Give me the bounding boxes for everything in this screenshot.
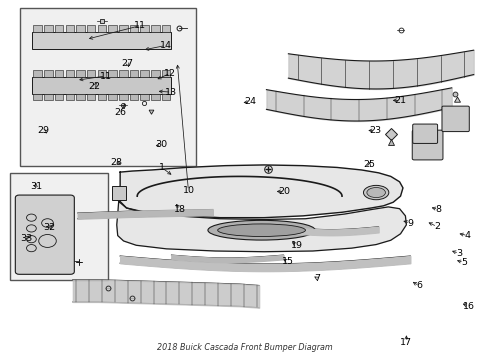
Bar [44,94,53,100]
Text: 32: 32 [43,223,56,232]
Ellipse shape [366,188,385,198]
Bar [87,26,95,32]
Bar [129,26,138,32]
Text: 8: 8 [435,205,441,214]
Text: 11: 11 [133,21,145,30]
Bar [162,94,170,100]
Bar [32,32,171,49]
Bar [119,70,127,77]
Bar [55,26,63,32]
Bar [108,70,117,77]
Text: 21: 21 [394,96,406,105]
Polygon shape [117,202,406,252]
Bar [140,26,149,32]
Bar [129,70,138,77]
Text: 28: 28 [110,158,122,167]
FancyBboxPatch shape [412,124,437,143]
Polygon shape [119,165,402,218]
Bar [76,26,84,32]
Text: 9: 9 [407,219,412,228]
Bar [32,77,171,94]
FancyBboxPatch shape [15,195,74,274]
Bar [151,26,159,32]
Bar [112,186,125,200]
Text: 20: 20 [278,187,290,196]
Text: 7: 7 [314,274,320,283]
Bar [55,94,63,100]
Bar [151,94,159,100]
Text: 10: 10 [182,186,194,195]
Text: 23: 23 [368,126,381,135]
Text: 12: 12 [164,69,176,78]
Bar [76,94,84,100]
Bar [129,94,138,100]
Bar [119,26,127,32]
Text: 5: 5 [460,258,466,267]
Text: 22: 22 [88,82,100,91]
Bar [20,8,195,166]
Bar [108,26,117,32]
Text: 25: 25 [363,161,375,170]
Ellipse shape [217,224,305,237]
Bar [44,26,53,32]
FancyBboxPatch shape [411,130,442,160]
Text: 14: 14 [159,41,171,50]
Ellipse shape [207,220,315,240]
Bar [162,26,170,32]
Bar [65,94,74,100]
Text: 3: 3 [455,249,461,258]
Bar [44,70,53,77]
Text: 13: 13 [165,87,177,96]
Text: 2018 Buick Cascada Front Bumper Diagram: 2018 Buick Cascada Front Bumper Diagram [156,343,332,352]
Bar [119,94,127,100]
Text: 4: 4 [464,231,470,240]
Bar [10,173,108,280]
Text: 16: 16 [462,302,474,311]
Bar [65,26,74,32]
Text: 15: 15 [282,257,294,266]
Bar [140,70,149,77]
Text: 24: 24 [244,97,256,106]
Bar [87,70,95,77]
Ellipse shape [363,185,388,200]
Bar [98,26,106,32]
Text: 2: 2 [433,222,439,231]
Bar [33,94,42,100]
Text: 19: 19 [290,241,303,250]
Bar [108,94,117,100]
Text: 30: 30 [155,140,167,149]
Text: 11: 11 [100,72,111,81]
Bar [98,70,106,77]
Text: 26: 26 [114,108,126,117]
Bar [55,70,63,77]
Bar [33,70,42,77]
Text: 27: 27 [121,59,133,68]
Text: 1: 1 [158,163,164,172]
Bar [140,94,149,100]
Bar [76,70,84,77]
Bar [162,70,170,77]
Text: 6: 6 [415,281,421,290]
Bar [87,94,95,100]
Bar [98,94,106,100]
Bar [65,70,74,77]
Text: 18: 18 [174,205,186,214]
FancyBboxPatch shape [441,106,468,132]
Text: 33: 33 [20,234,32,243]
Text: 17: 17 [400,338,411,347]
Bar [33,26,42,32]
Text: 31: 31 [30,182,42,191]
Bar [151,70,159,77]
Text: 29: 29 [38,126,49,135]
